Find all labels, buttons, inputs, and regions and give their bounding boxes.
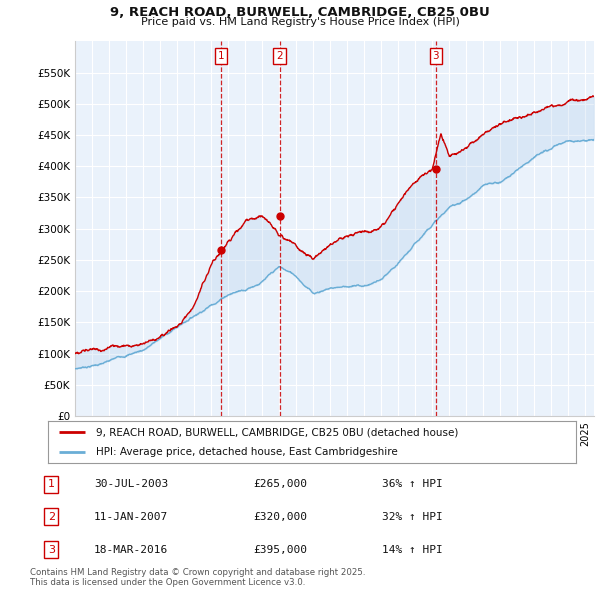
Text: 3: 3: [433, 51, 439, 61]
Text: 3: 3: [48, 545, 55, 555]
Text: 9, REACH ROAD, BURWELL, CAMBRIDGE, CB25 0BU (detached house): 9, REACH ROAD, BURWELL, CAMBRIDGE, CB25 …: [95, 427, 458, 437]
Text: 36% ↑ HPI: 36% ↑ HPI: [382, 479, 442, 489]
Text: Contains HM Land Registry data © Crown copyright and database right 2025.
This d: Contains HM Land Registry data © Crown c…: [30, 568, 365, 587]
Text: £265,000: £265,000: [253, 479, 307, 489]
Text: 9, REACH ROAD, BURWELL, CAMBRIDGE, CB25 0BU: 9, REACH ROAD, BURWELL, CAMBRIDGE, CB25 …: [110, 6, 490, 19]
Text: 18-MAR-2016: 18-MAR-2016: [94, 545, 169, 555]
Text: 2: 2: [277, 51, 283, 61]
Text: 11-JAN-2007: 11-JAN-2007: [94, 512, 169, 522]
Text: 1: 1: [218, 51, 224, 61]
Text: Price paid vs. HM Land Registry's House Price Index (HPI): Price paid vs. HM Land Registry's House …: [140, 17, 460, 27]
Text: HPI: Average price, detached house, East Cambridgeshire: HPI: Average price, detached house, East…: [95, 447, 397, 457]
Text: 2: 2: [47, 512, 55, 522]
Text: £395,000: £395,000: [253, 545, 307, 555]
Text: 30-JUL-2003: 30-JUL-2003: [94, 479, 169, 489]
Text: 1: 1: [48, 479, 55, 489]
Text: 14% ↑ HPI: 14% ↑ HPI: [382, 545, 442, 555]
Text: £320,000: £320,000: [253, 512, 307, 522]
Text: 32% ↑ HPI: 32% ↑ HPI: [382, 512, 442, 522]
